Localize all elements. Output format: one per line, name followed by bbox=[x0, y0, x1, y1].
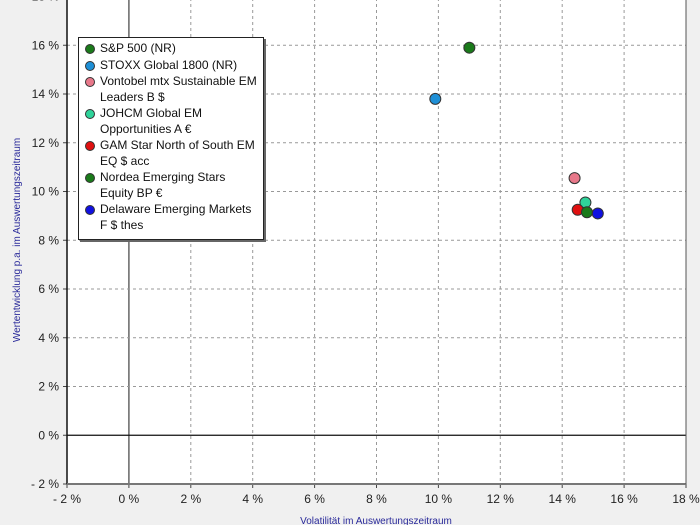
y-tick-label: 8 % bbox=[38, 233, 59, 247]
legend-item: GAM Star North of South EM EQ $ acc bbox=[79, 138, 263, 169]
x-tick-label: 14 % bbox=[549, 492, 577, 506]
x-tick-label: 8 % bbox=[366, 492, 387, 506]
data-point bbox=[568, 172, 581, 185]
legend-marker-icon bbox=[85, 44, 95, 54]
y-tick-label: 16 % bbox=[32, 38, 60, 52]
legend-label: GAM Star North of South EM EQ $ acc bbox=[100, 138, 255, 168]
x-tick-label: 6 % bbox=[304, 492, 325, 506]
y-tick-label: 2 % bbox=[38, 380, 59, 394]
y-tick-label: 12 % bbox=[32, 136, 60, 150]
y-tick-label: 10 % bbox=[32, 185, 60, 199]
legend: S&P 500 (NR) STOXX Global 1800 (NR) Vontob… bbox=[78, 37, 264, 240]
y-tick-label: 6 % bbox=[38, 282, 59, 296]
legend-item: JOHCM Global EM Opportunities A € bbox=[79, 106, 263, 137]
legend-item: Vontobel mtx Sustainable EM Leaders B $ bbox=[79, 74, 263, 105]
x-tick-label: 10 % bbox=[425, 492, 453, 506]
legend-label: Nordea Emerging Stars Equity BP € bbox=[100, 170, 226, 200]
x-tick-label: 18 % bbox=[672, 492, 700, 506]
legend-item: Delaware Emerging Markets F $ thes bbox=[79, 202, 263, 233]
legend-item: STOXX Global 1800 (NR) bbox=[79, 58, 263, 74]
x-tick-label: 4 % bbox=[242, 492, 263, 506]
x-tick-label: 12 % bbox=[487, 492, 515, 506]
data-point bbox=[429, 92, 442, 105]
legend-label: STOXX Global 1800 (NR) bbox=[100, 57, 238, 72]
legend-label: JOHCM Global EM Opportunities A € bbox=[100, 106, 203, 136]
legend-label: Vontobel mtx Sustainable EM Leaders B $ bbox=[100, 74, 257, 104]
y-tick-label: - 2 % bbox=[31, 477, 59, 491]
legend-marker-icon bbox=[85, 60, 95, 71]
data-point bbox=[580, 206, 593, 219]
legend-marker-icon bbox=[85, 77, 95, 87]
y-axis-label: Wertentwicklung p.a. im Auswertungszeitr… bbox=[12, 138, 23, 342]
legend-marker-icon bbox=[85, 205, 95, 215]
x-tick-label: 2 % bbox=[180, 492, 201, 506]
x-axis-label: Volatilität im Auswertungszeitraum bbox=[300, 516, 452, 525]
data-point bbox=[463, 41, 476, 54]
legend-marker-icon bbox=[85, 173, 95, 183]
legend-label: S&P 500 (NR) bbox=[100, 41, 176, 55]
x-tick-label: 0 % bbox=[119, 492, 140, 506]
y-tick-label: 18 % bbox=[32, 0, 60, 4]
y-tick-label: 4 % bbox=[38, 331, 59, 345]
data-points bbox=[429, 41, 604, 220]
legend-label: Delaware Emerging Markets F $ thes bbox=[100, 202, 252, 232]
legend-item: S&P 500 (NR) bbox=[79, 41, 263, 57]
y-tick-label: 0 % bbox=[38, 428, 59, 442]
x-tick-label: 16 % bbox=[610, 492, 638, 506]
y-tick-label: 14 % bbox=[32, 87, 60, 101]
x-tick-label: - 2 % bbox=[53, 492, 81, 506]
legend-item: Nordea Emerging Stars Equity BP € bbox=[79, 170, 263, 201]
legend-marker-icon bbox=[85, 141, 95, 151]
tick-labels: - 2 % 0 % 2 % 4 % 6 % 8 % 10 % 12 % 14 % 16 % 18 %… bbox=[31, 0, 700, 506]
data-point bbox=[591, 207, 604, 220]
legend-marker-icon bbox=[85, 109, 95, 119]
